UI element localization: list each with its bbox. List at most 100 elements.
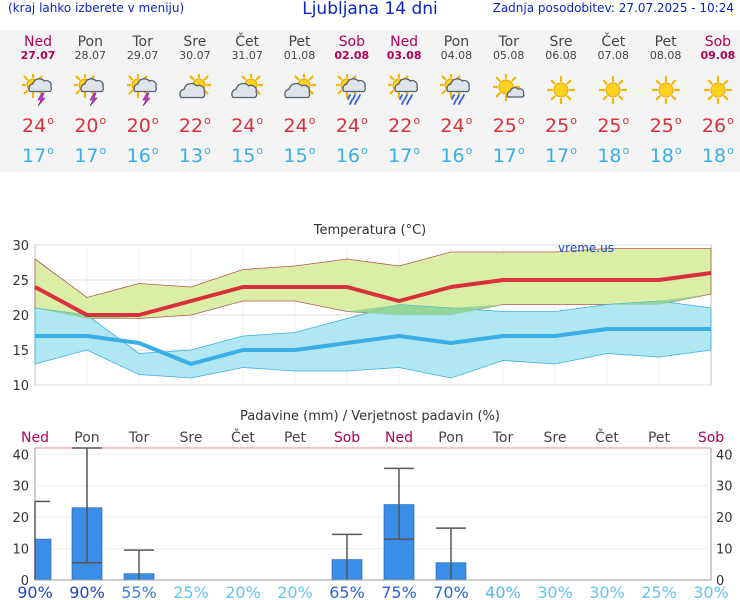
precip-day-label: Pon (74, 430, 99, 446)
precip-day-label: Ned (385, 430, 413, 446)
sun-icon (651, 75, 680, 105)
temperature-chart: Temperatura (°C) 10 15 20 25 30 vreme.us (12, 223, 712, 394)
precip-day-label: Ned (21, 430, 49, 446)
day-column: Sob 09.08 26o 18o (692, 30, 740, 172)
precip-probability: 20% (277, 583, 313, 600)
sun-icon (546, 75, 576, 105)
precip-probability: 30% (537, 583, 573, 600)
day-column: Tor 29.07 20o 16o (117, 30, 169, 172)
precip-probability: 90% (17, 583, 53, 600)
precip-y-tick-left: 10 (12, 543, 29, 558)
precip-bar (34, 538, 52, 581)
sun-small-cloud-icon (492, 74, 525, 102)
day-column: Pon 04.08 24o 16o (430, 30, 482, 172)
day-column: Ned 27.07 24o 17o (12, 30, 64, 172)
precip-probability: 30% (589, 583, 625, 600)
temp-y-tick: 15 (12, 344, 29, 359)
min-temp: 15o (283, 144, 316, 167)
day-date: 04.08 (440, 49, 473, 62)
max-temp: 25o (492, 114, 525, 137)
max-temp: 20o (126, 114, 159, 137)
day-name: Čet (601, 34, 626, 50)
day-name: Pon (443, 34, 470, 50)
precip-day-label: Sob (698, 430, 724, 446)
precip-probability: 90% (69, 583, 105, 600)
max-temp: 26o (701, 114, 734, 137)
precip-probability: 20% (225, 583, 261, 600)
precip-probability: 25% (173, 583, 209, 600)
precip-y-tick-left: 0 (21, 574, 29, 589)
day-date: 08.08 (649, 49, 682, 62)
precip-day-label: Pet (284, 430, 307, 446)
day-date: 09.08 (700, 49, 736, 62)
precip-day-label: Čet (231, 428, 255, 446)
precip-day-label: Tor (492, 430, 514, 446)
day-name: Tor (132, 34, 153, 50)
sun-cloud-rain-icon (440, 74, 471, 105)
day-column: Pet 01.08 24o 15o (274, 30, 326, 172)
temp-y-tick: 25 (12, 274, 29, 289)
sun-cloud-lightning-icon (22, 74, 52, 106)
day-date: 31.07 (231, 49, 263, 62)
max-temp: 24o (231, 114, 264, 137)
max-temp: 25o (545, 114, 577, 137)
precip-probability: 70% (433, 583, 469, 600)
min-temp: 16o (335, 144, 368, 167)
precip-y-tick-right: 10 (716, 543, 733, 558)
day-name: Sre (549, 34, 573, 50)
day-name: Sre (183, 34, 207, 50)
day-column: Tor 05.08 25o 17o (483, 30, 535, 172)
day-date: 02.08 (334, 49, 370, 62)
max-temp: 24o (335, 114, 368, 137)
min-temp-line (35, 327, 711, 366)
precip-day-label: Čet (595, 428, 619, 446)
precip-probability: 65% (329, 583, 365, 600)
day-date: 07.08 (597, 49, 630, 62)
precip-y-tick-left: 20 (12, 511, 29, 526)
max-temp: 24o (440, 114, 473, 137)
day-name: Čet (235, 34, 260, 50)
day-name: Sob (338, 34, 365, 50)
precip-day-label: Sob (334, 430, 360, 446)
max-temp: 25o (597, 114, 630, 137)
max-temp: 20o (74, 114, 107, 137)
precip-probability: 75% (381, 583, 417, 600)
last-updated: Zadnja posodobitev: 27.07.2025 - 10:24 (492, 1, 734, 15)
min-temp: 18o (701, 144, 734, 167)
min-temp: 17o (74, 144, 107, 167)
sun-icon (599, 75, 628, 105)
sun-cloud-lightning-icon (74, 74, 105, 106)
sun-cloud-rain-icon (335, 74, 366, 105)
min-temp: 15o (231, 144, 264, 167)
temp-y-tick: 30 (12, 239, 29, 254)
day-name: Sob (704, 34, 732, 50)
max-temp-line (34, 271, 712, 317)
precip-y-tick-right: 20 (716, 511, 733, 526)
day-column: Sob 02.08 24o 16o (326, 30, 378, 172)
day-date: 06.08 (545, 49, 577, 62)
day-column: Sre 30.07 22o 13o (169, 30, 221, 172)
precip-day-label: Tor (128, 430, 150, 446)
precip-probability: 40% (485, 583, 521, 600)
day-date: 05.08 (492, 49, 525, 62)
day-date: 30.07 (179, 49, 211, 62)
day-column: Sre 06.08 25o 17o (535, 30, 587, 172)
precip-probability: 30% (693, 583, 729, 600)
precipitation-chart: Padavine (mm) / Verjetnost padavin (%) Ne… (12, 409, 733, 600)
precip-day-label: Sre (180, 430, 203, 446)
min-temp: 18o (597, 144, 630, 167)
precip-probability: 55% (121, 583, 157, 600)
day-column: Čet 07.08 25o 18o (587, 30, 639, 172)
day-name: Pet (288, 34, 311, 50)
precip-day-label: Sre (544, 430, 567, 446)
temp-y-tick: 10 (12, 379, 29, 394)
daily-forecast-strip: Ned 27.07 24o 17o Pon 28.07 20o 17o Tor 29.07 20o 1… (0, 30, 740, 172)
temp-chart-title: Temperatura (°C) (313, 223, 426, 238)
precip-y-tick-right: 30 (716, 480, 733, 495)
precip-y-tick-left: 30 (12, 480, 29, 495)
day-date: 29.07 (126, 49, 159, 62)
day-column: Čet 31.07 24o 15o (221, 30, 273, 172)
precip-probability: 25% (641, 583, 677, 600)
day-column: Pet 08.08 25o 18o (640, 30, 692, 172)
sun-cloud-lightning-icon (126, 74, 157, 106)
